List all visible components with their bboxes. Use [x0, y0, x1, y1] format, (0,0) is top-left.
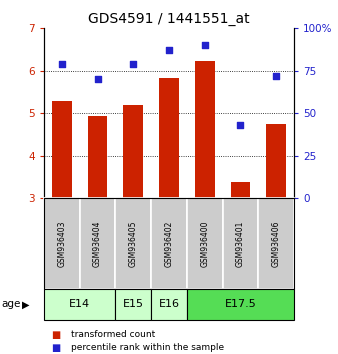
Bar [258, 198, 294, 289]
Bar [187, 289, 294, 320]
Text: percentile rank within the sample: percentile rank within the sample [71, 343, 224, 352]
Bar [115, 198, 151, 289]
Point [273, 73, 279, 79]
Text: E16: E16 [159, 299, 179, 309]
Text: GSM936404: GSM936404 [93, 220, 102, 267]
Bar [266, 124, 286, 198]
Bar [44, 198, 80, 289]
Bar [231, 182, 250, 198]
Text: GSM936400: GSM936400 [200, 220, 209, 267]
Point [59, 61, 65, 67]
Text: GSM936403: GSM936403 [57, 220, 66, 267]
Bar [187, 198, 223, 289]
Point [202, 42, 208, 48]
Bar [123, 105, 143, 198]
Text: ■: ■ [51, 330, 60, 339]
Point [238, 122, 243, 128]
Text: GSM936402: GSM936402 [165, 220, 173, 267]
Bar [223, 198, 258, 289]
Text: ▶: ▶ [22, 299, 29, 309]
Text: transformed count: transformed count [71, 330, 155, 339]
Bar [151, 289, 187, 320]
Bar [80, 198, 115, 289]
Text: E14: E14 [69, 299, 90, 309]
Point [95, 76, 100, 82]
Point [130, 61, 136, 67]
Point [166, 47, 172, 53]
Text: E17.5: E17.5 [224, 299, 256, 309]
Bar [159, 79, 179, 198]
Bar [88, 116, 107, 198]
Text: GSM936401: GSM936401 [236, 220, 245, 267]
Text: ■: ■ [51, 343, 60, 353]
Text: E15: E15 [123, 299, 144, 309]
Text: GSM936405: GSM936405 [129, 220, 138, 267]
Text: GSM936406: GSM936406 [272, 220, 281, 267]
Bar [151, 198, 187, 289]
Bar [115, 289, 151, 320]
Text: GDS4591 / 1441551_at: GDS4591 / 1441551_at [88, 12, 250, 27]
Bar [195, 62, 215, 198]
Text: age: age [2, 299, 21, 309]
Bar [44, 289, 115, 320]
Bar [52, 101, 72, 198]
